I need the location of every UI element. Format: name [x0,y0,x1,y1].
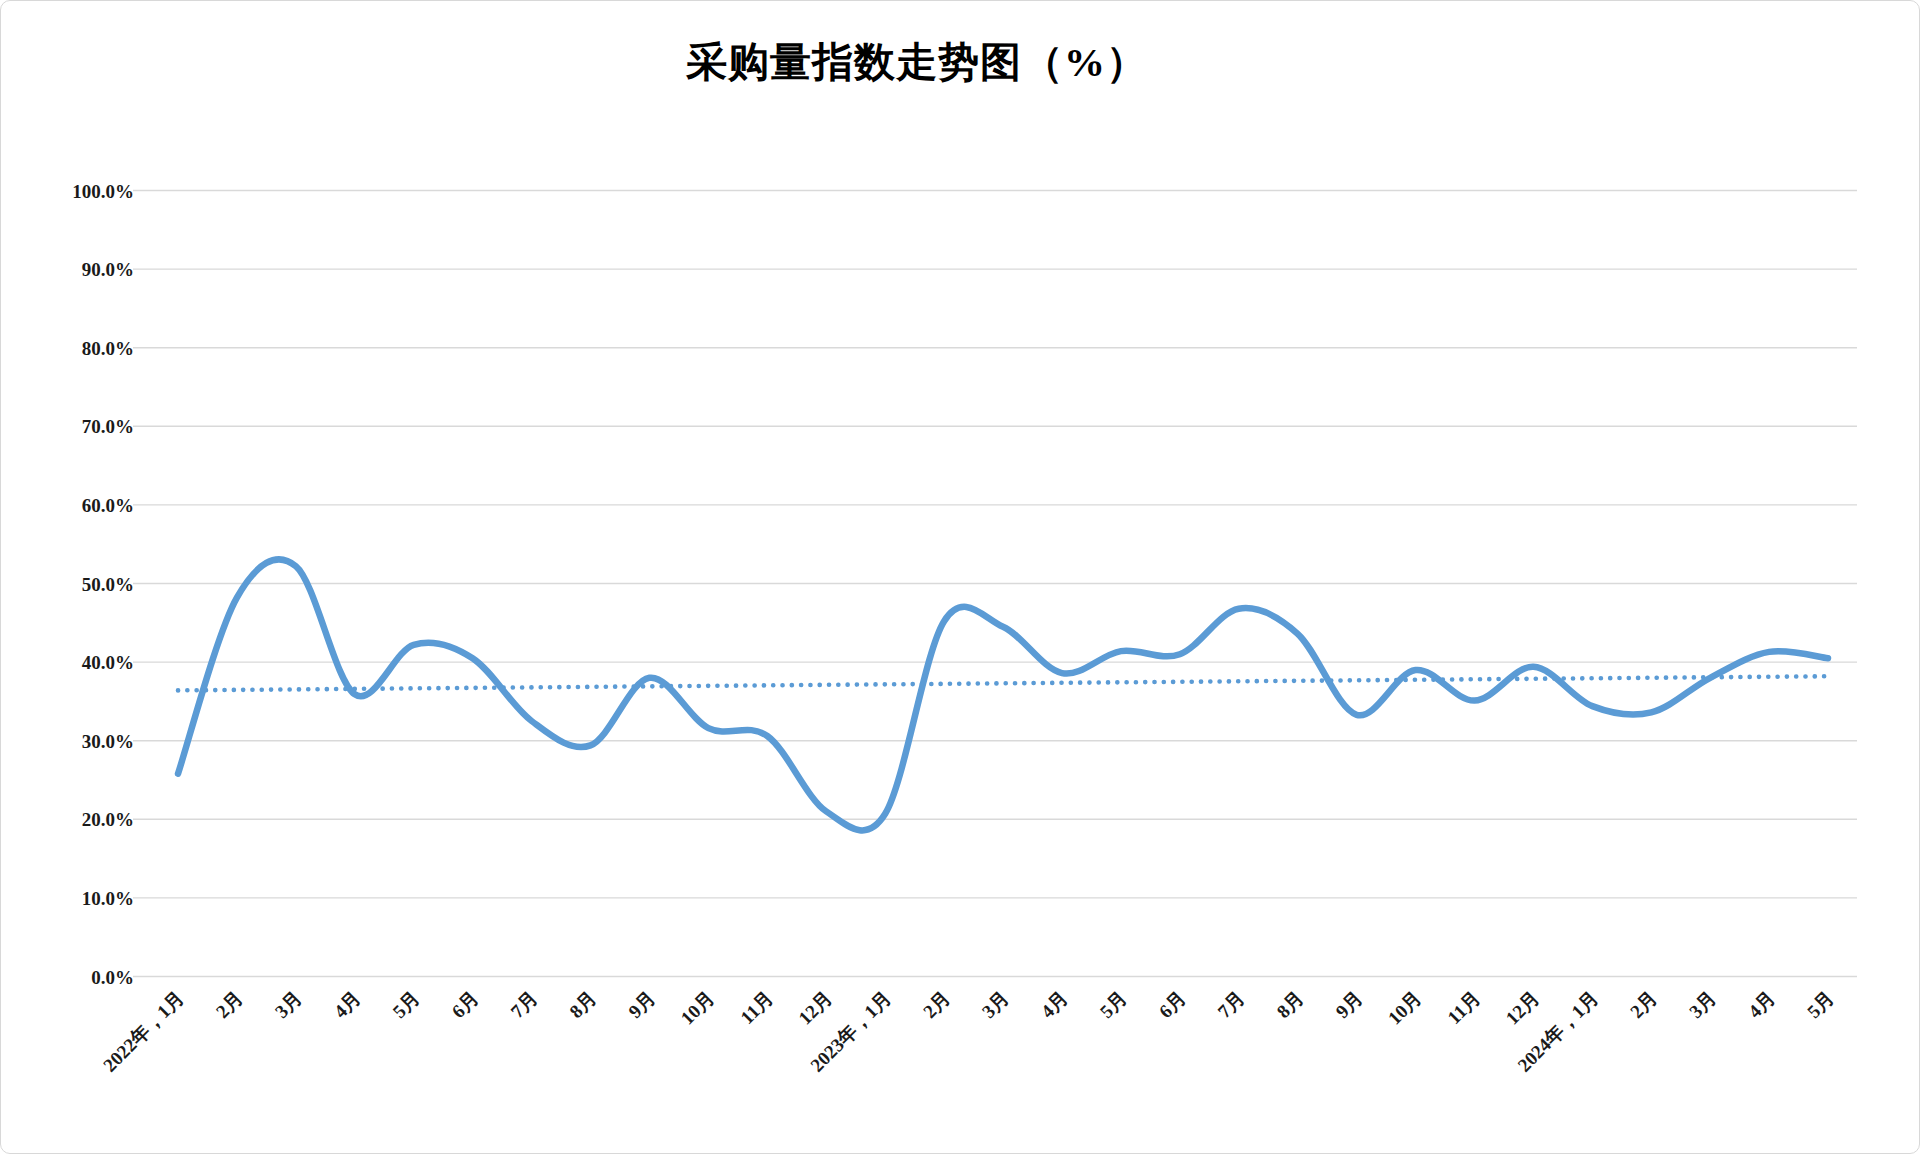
x-tick-label: 4月 [330,987,365,1022]
chart-window: 采购量指数走势图（%） 0.0% 10.0% 20.0% 30.0% 40.0% 50.0… [0,0,1920,1154]
x-tick-label: 4月 [1744,987,1779,1022]
x-tick-label: 2月 [919,987,954,1022]
x-tick-label: 9月 [624,987,659,1022]
x-tick-label: 5月 [1096,987,1131,1022]
y-tick-label: 40.0% [82,652,134,673]
x-tick-label: 9月 [1331,987,1366,1022]
series-line [178,559,1828,830]
y-tick-label: 30.0% [82,731,134,752]
x-tick-label: 3月 [978,987,1013,1022]
x-tick-label: 2月 [212,987,247,1022]
x-tick-label: 11月 [1443,987,1484,1028]
y-tick-label: 100.0% [72,181,134,202]
y-tick-label: 70.0% [82,416,134,437]
y-tick-label: 90.0% [82,259,134,280]
gridlines [133,191,1857,977]
x-tick-label: 3月 [1685,987,1720,1022]
y-tick-label: 0.0% [91,967,134,988]
x-tick-label: 8月 [565,987,600,1022]
chart-title: 采购量指数走势图（%） [686,35,1148,90]
x-tick-label: 11月 [736,987,777,1028]
y-tick-label: 80.0% [82,338,134,359]
x-tick-label: 10月 [676,987,718,1029]
x-tick-label: 12月 [1501,987,1543,1029]
x-tick-label: 6月 [1155,987,1190,1022]
x-tick-label: 6月 [447,987,482,1022]
x-tick-label: 7月 [1214,987,1249,1022]
x-tick-label: 8月 [1272,987,1307,1022]
x-tick-label: 10月 [1384,987,1426,1029]
x-tick-label: 2月 [1626,987,1661,1022]
y-tick-label: 50.0% [82,574,134,595]
x-tick-label: 5月 [389,987,424,1022]
y-tick-label: 60.0% [82,495,134,516]
y-axis-tick-labels: 0.0% 10.0% 20.0% 30.0% 40.0% 50.0% 60.0% 70.0% 8… [72,181,134,988]
chart-svg: 0.0% 10.0% 20.0% 30.0% 40.0% 50.0% 60.0% 70.0% 8… [1,1,1920,1154]
y-tick-label: 10.0% [82,888,134,909]
y-tick-label: 20.0% [82,809,134,830]
x-tick-label: 12月 [794,987,836,1029]
x-tick-label: 3月 [271,987,306,1022]
x-tick-label: 5月 [1803,987,1838,1022]
x-tick-label: 7月 [506,987,541,1022]
trendline-dotted [178,676,1828,690]
x-tick-label: 4月 [1037,987,1072,1022]
x-axis-tick-labels: 2022年，1月2月3月4月5月6月7月8月9月10月11月12月2023年，1… [99,987,1838,1076]
x-tick-label: 2022年，1月 [99,987,188,1076]
